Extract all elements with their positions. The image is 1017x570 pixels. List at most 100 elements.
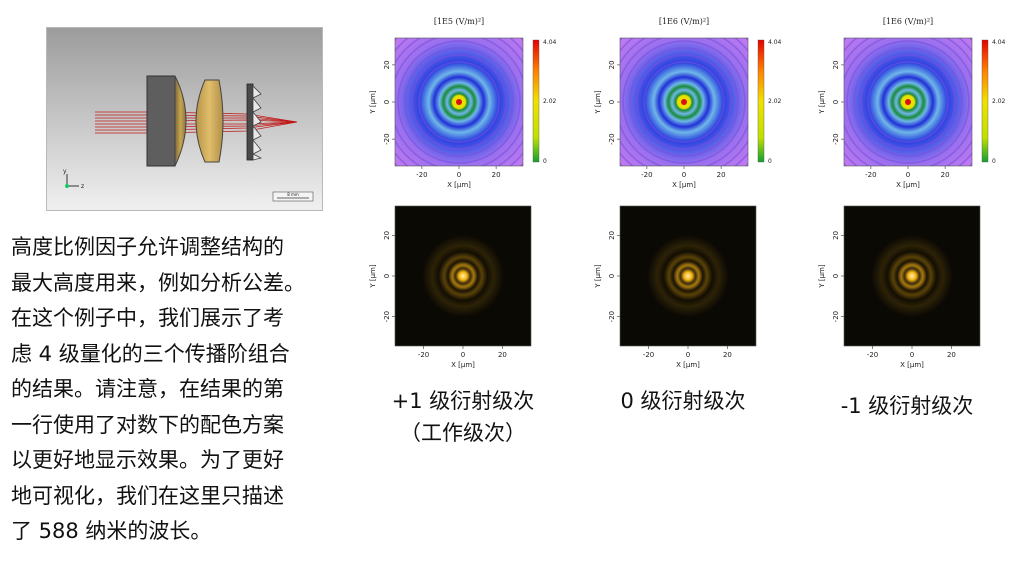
x-tick-label: 20 <box>947 351 956 359</box>
caption-line: +1 级衍射级次 <box>391 389 535 413</box>
caption-plus-one-order: +1 级衍射级次 （工作级次） <box>378 385 548 449</box>
y-tick-label: -20 <box>383 133 391 144</box>
axis-z-label: z <box>81 183 84 190</box>
description-line: 了 588 纳米的波长。 <box>11 519 212 543</box>
colorbar <box>532 39 540 163</box>
x-tick-label: 0 <box>910 351 914 359</box>
lens-singlet <box>195 79 224 163</box>
caption-line: （工作级次） <box>400 421 526 445</box>
description-line: 高度比例因子允许调整结构的 <box>11 235 284 259</box>
axis-y-label: y <box>63 168 67 175</box>
y-axis-label: Y [µm] <box>818 264 826 289</box>
description-line: 一行使用了对数下的配色方案 <box>11 412 284 437</box>
y-tick-label: 0 <box>383 274 391 278</box>
y-tick-label: 20 <box>832 231 840 240</box>
colorbar-tick-label: 4.04 <box>992 39 1006 46</box>
x-tick-label: 0 <box>461 351 465 359</box>
description-line: 的结果。请注意，在结果的第 <box>11 377 284 401</box>
colorbar-tick-label: 2.02 <box>543 98 557 105</box>
y-tick-label: 0 <box>608 100 616 104</box>
airy-pattern <box>620 208 756 344</box>
caption-zero-order: 0 级衍射级次 <box>598 385 768 417</box>
description-text: 高度比例因子允许调整结构的 最大高度用来，例如分析公差。 在这个例子中，我们展示了考… <box>11 230 351 550</box>
linear-intensity-plot: -20 0 20 20 0 -20 X [µm] Y [µm] <box>365 176 580 376</box>
colorbar-tick-label: 0 <box>768 158 772 165</box>
y-tick-label: 20 <box>608 60 616 69</box>
x-axis-label: X [µm] <box>672 181 696 189</box>
colorbar-tick-label: 2.02 <box>768 98 782 105</box>
description-line: 以更好地显示效果。为了更好 <box>11 448 284 472</box>
colorbar-tick-label: 4.04 <box>768 39 782 46</box>
scalebar: 8 mm <box>272 191 314 202</box>
unit-label: [1E6 (V/m)²] <box>659 17 709 26</box>
y-tick-label: 20 <box>383 231 391 240</box>
x-tick-label: -20 <box>418 351 429 359</box>
description-line: 最大高度用来，例如分析公差。 <box>11 270 305 295</box>
y-axis-label: Y [µm] <box>369 90 377 115</box>
y-axis-label: Y [µm] <box>594 264 602 289</box>
optical-setup-image: y z 8 mm <box>46 27 323 211</box>
fringe-rings <box>620 38 748 166</box>
description-line: 虑 4 级量化的三个传播阶组合 <box>11 341 290 366</box>
central-peak <box>905 99 911 105</box>
x-tick-label: -20 <box>643 351 654 359</box>
x-tick-label: 20 <box>498 351 507 359</box>
y-tick-label: -20 <box>608 133 616 144</box>
unit-label: [1E5 (V/m)²] <box>434 17 484 26</box>
airy-pattern <box>395 208 531 344</box>
y-tick-label: 20 <box>608 231 616 240</box>
fringe-rings <box>395 38 523 166</box>
log-intensity-plot: [1E6 (V/m)²] -20 0 20 20 0 -20 X [µm] Y [µm] 4.04… <box>814 12 1017 202</box>
x-tick-label: -20 <box>867 351 878 359</box>
colorbar-tick-label: 0 <box>992 158 996 165</box>
caption-line: 0 级衍射级次 <box>620 389 746 413</box>
diffractive-element <box>246 83 263 161</box>
description-line: 在这个例子中，我们展示了考 <box>11 306 284 330</box>
linear-intensity-plot: -20 0 20 20 0 -20 X [µm] Y [µm] <box>814 176 1017 376</box>
linear-intensity-plot: -20 0 20 20 0 -20 X [µm] Y [µm] <box>590 176 805 376</box>
scalebar-label: 8 mm <box>287 192 299 197</box>
y-tick-label: 0 <box>832 274 840 278</box>
x-tick-label: 0 <box>686 351 690 359</box>
x-tick-label: 20 <box>723 351 732 359</box>
y-tick-label: 0 <box>608 274 616 278</box>
x-tick-label: -20 <box>641 171 652 179</box>
unit-label: [1E6 (V/m)²] <box>883 17 933 26</box>
y-tick-label: -20 <box>383 311 391 322</box>
x-tick-label: 0 <box>457 171 461 179</box>
y-axis-label: Y [µm] <box>818 90 826 115</box>
y-tick-label: 20 <box>383 60 391 69</box>
y-tick-label: -20 <box>608 311 616 322</box>
x-tick-label: 0 <box>906 171 910 179</box>
y-tick-label: -20 <box>832 311 840 322</box>
x-axis-label: X [µm] <box>896 181 920 189</box>
description-line: 地可视化，我们在这里只描述 <box>11 483 284 508</box>
central-peak <box>681 99 687 105</box>
x-tick-label: 0 <box>682 171 686 179</box>
colorbar-tick-label: 4.04 <box>543 39 557 46</box>
y-tick-label: 0 <box>832 100 840 104</box>
y-tick-label: 0 <box>383 100 391 104</box>
x-tick-label: 20 <box>941 171 950 179</box>
x-axis-label: X [µm] <box>451 361 475 369</box>
optical-setup-drawing: y z 8 mm <box>47 28 322 210</box>
airy-pattern <box>844 208 980 344</box>
y-tick-label: -20 <box>832 133 840 144</box>
lens-doublet <box>146 75 187 167</box>
y-axis-label: Y [µm] <box>594 90 602 115</box>
x-axis-label: X [µm] <box>447 181 471 189</box>
axis-triad: y z <box>63 168 84 190</box>
x-tick-label: -20 <box>416 171 427 179</box>
log-intensity-plot: [1E5 (V/m)²] -20 0 20 20 0 -20 X [µm] Y [µm] 4.04… <box>365 12 580 202</box>
x-axis-label: X [µm] <box>676 361 700 369</box>
central-peak <box>456 99 462 105</box>
colorbar <box>757 39 765 163</box>
caption-minus-one-order: -1 级衍射级次 <box>822 390 992 422</box>
x-tick-label: 20 <box>717 171 726 179</box>
colorbar-tick-label: 0 <box>543 158 547 165</box>
colorbar-tick-label: 2.02 <box>992 98 1006 105</box>
y-axis-label: Y [µm] <box>369 264 377 289</box>
x-axis-label: X [µm] <box>900 361 924 369</box>
log-intensity-plot: [1E6 (V/m)²] -20 0 20 20 0 -20 X [µm] Y [µm] 4.04… <box>590 12 805 202</box>
y-tick-label: 20 <box>832 60 840 69</box>
